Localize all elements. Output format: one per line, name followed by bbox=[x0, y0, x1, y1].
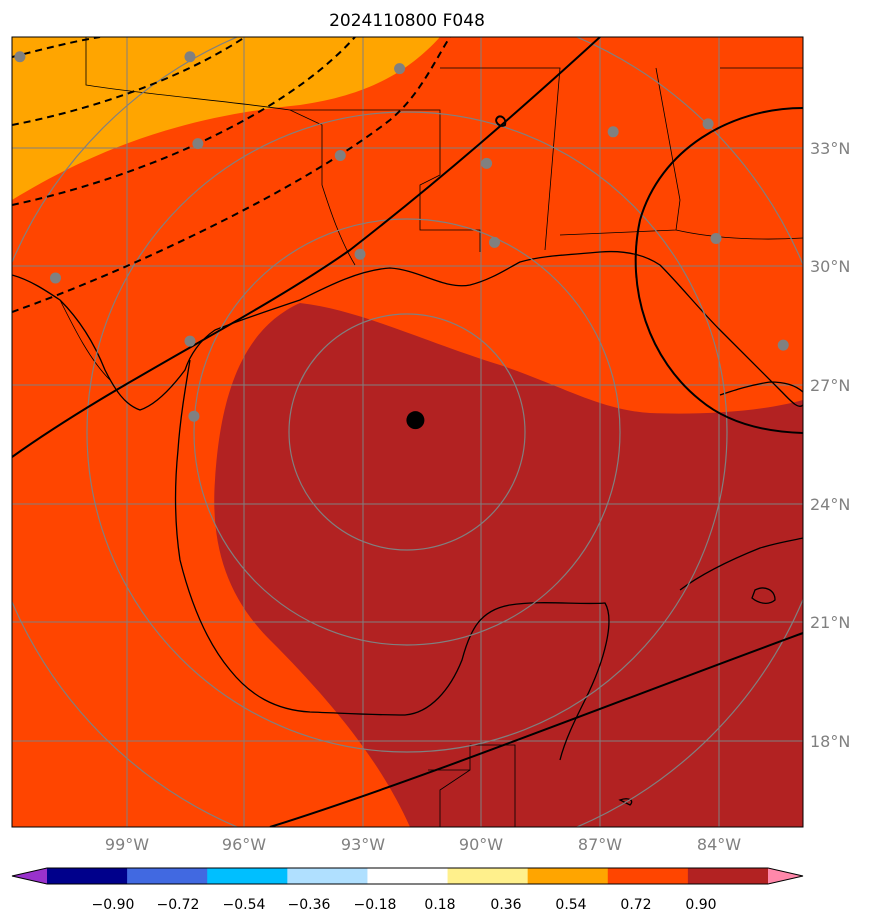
station-marker bbox=[354, 248, 366, 260]
lat-label: 27°N bbox=[810, 376, 850, 395]
solid-contour-line bbox=[269, 632, 803, 827]
colorbar-tick-label: −0.36 bbox=[288, 897, 331, 913]
country-border bbox=[428, 744, 516, 827]
dashed-contour-line bbox=[12, 37, 246, 126]
colorbar-segment bbox=[447, 868, 529, 884]
island-coastline bbox=[751, 587, 776, 604]
colorbar-tick-label: 0.18 bbox=[424, 897, 455, 913]
station-marker bbox=[702, 118, 714, 130]
storm-center-marker bbox=[406, 411, 425, 430]
storm-center-group bbox=[406, 411, 425, 430]
cuba-coastline bbox=[679, 537, 803, 591]
map-area bbox=[12, 37, 803, 827]
gridlines bbox=[12, 37, 803, 827]
colorbar-segment bbox=[127, 868, 208, 884]
field-region-orange bbox=[12, 37, 440, 200]
station-marker bbox=[607, 126, 619, 138]
station-marker bbox=[188, 410, 200, 422]
lon-label: 87°W bbox=[578, 835, 622, 854]
station-marker bbox=[50, 272, 62, 284]
dashed-contour-line bbox=[12, 37, 451, 313]
colorbar-tick-label: −0.90 bbox=[92, 897, 135, 913]
lat-label: 21°N bbox=[810, 613, 850, 632]
colorbar-outline bbox=[11, 867, 804, 885]
lon-label: 99°W bbox=[105, 835, 149, 854]
colorbar-tick-label: 0.90 bbox=[685, 897, 716, 913]
lon-label: 93°W bbox=[341, 835, 385, 854]
station-marker bbox=[481, 157, 493, 169]
lat-label: 18°N bbox=[810, 732, 850, 751]
longitude-labels: 99°W 96°W 93°W 90°W 87°W 84°W bbox=[105, 835, 741, 854]
colorbar-tick-label: 0.72 bbox=[620, 897, 651, 913]
colorbar-tick-label: −0.72 bbox=[157, 897, 200, 913]
colorbar-segment bbox=[287, 868, 368, 884]
station-marker bbox=[192, 138, 204, 150]
station-marker bbox=[777, 339, 789, 351]
country-border bbox=[59, 299, 111, 381]
station-markers bbox=[14, 51, 789, 422]
state-border bbox=[440, 67, 681, 251]
colorbar-extend-high bbox=[768, 868, 803, 884]
state-border bbox=[290, 109, 481, 252]
range-ring bbox=[86, 111, 728, 753]
range-ring bbox=[288, 313, 526, 551]
lat-label: 33°N bbox=[810, 139, 850, 158]
station-marker bbox=[184, 51, 196, 63]
colorbar-segment bbox=[687, 868, 769, 884]
colorbar-tick-label: −0.54 bbox=[223, 897, 266, 913]
colorbar-segment bbox=[207, 868, 288, 884]
station-marker bbox=[14, 51, 26, 63]
mexico-coastline bbox=[174, 359, 610, 761]
map-title: 2024110800 F048 bbox=[329, 11, 485, 31]
station-marker bbox=[710, 232, 722, 244]
lon-label: 90°W bbox=[459, 835, 503, 854]
range-rings bbox=[12, 37, 803, 827]
colorbar-ticks: −0.90 −0.72 −0.54 −0.36 −0.18 0.18 0.36 … bbox=[92, 897, 717, 913]
colorbar-segment bbox=[607, 868, 689, 884]
station-marker bbox=[184, 335, 196, 347]
station-marker bbox=[334, 150, 346, 161]
colorbar-tick-label: −0.18 bbox=[354, 897, 397, 913]
lat-label: 30°N bbox=[810, 257, 850, 276]
solid-contour-line bbox=[12, 37, 601, 458]
colorbar-segment bbox=[367, 868, 449, 884]
solid-contour-line bbox=[495, 115, 507, 127]
colorbar bbox=[11, 867, 804, 885]
field-region-firebrick bbox=[214, 303, 803, 827]
colorbar-tick-label: 0.54 bbox=[555, 897, 586, 913]
range-ring bbox=[193, 218, 621, 646]
station-marker bbox=[489, 236, 501, 248]
station-marker bbox=[394, 63, 406, 75]
colorbar-extend-low bbox=[12, 868, 47, 884]
florida-coastline bbox=[719, 381, 803, 396]
latitude-labels: 33°N 30°N 27°N 24°N 21°N 18°N bbox=[810, 139, 850, 751]
colorbar-tick-label: 0.36 bbox=[490, 897, 521, 913]
lat-label: 24°N bbox=[810, 495, 850, 514]
map-frame bbox=[11, 36, 804, 828]
colorbar-segment bbox=[527, 868, 609, 884]
solid-contour-line bbox=[634, 107, 803, 434]
lon-label: 84°W bbox=[697, 835, 741, 854]
lon-label: 96°W bbox=[222, 835, 266, 854]
colorbar-segment bbox=[47, 868, 128, 884]
solid-contours bbox=[12, 37, 803, 827]
